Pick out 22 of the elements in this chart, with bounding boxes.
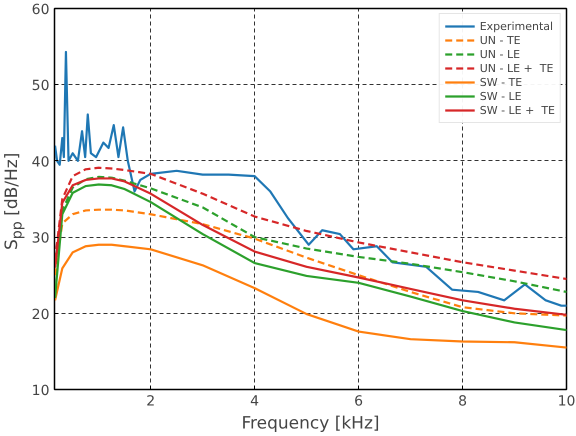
x-tick-label: 6 [354, 394, 364, 410]
x-tick-label: 10 [558, 394, 576, 410]
legend-label: UN - LE [480, 47, 520, 61]
legend-label: Experimental [480, 19, 554, 33]
x-tick-label: 2 [146, 394, 156, 410]
legend-label: SW - LE [480, 89, 522, 103]
line-series [54, 244, 566, 349]
x-tick-label: 4 [250, 394, 260, 410]
legend-label: SW - LE + TE [480, 103, 555, 117]
y-tick-label: 60 [32, 2, 50, 18]
y-tick-label: 50 [32, 78, 50, 94]
line-series [54, 208, 566, 317]
y-tick-label: 10 [32, 383, 50, 399]
x-tick-label: 8 [458, 394, 468, 410]
legend-label: UN - TE [480, 33, 521, 47]
line-series [54, 50, 566, 307]
x-axis-title: Frequency [kHz] [241, 414, 380, 434]
legend-label: SW - TE [480, 75, 522, 89]
y-tick-label: 40 [32, 154, 50, 170]
legend-label: UN - LE + TE [480, 61, 554, 75]
y-tick-label: 20 [32, 306, 50, 323]
y-tick-label: 30 [32, 230, 50, 247]
